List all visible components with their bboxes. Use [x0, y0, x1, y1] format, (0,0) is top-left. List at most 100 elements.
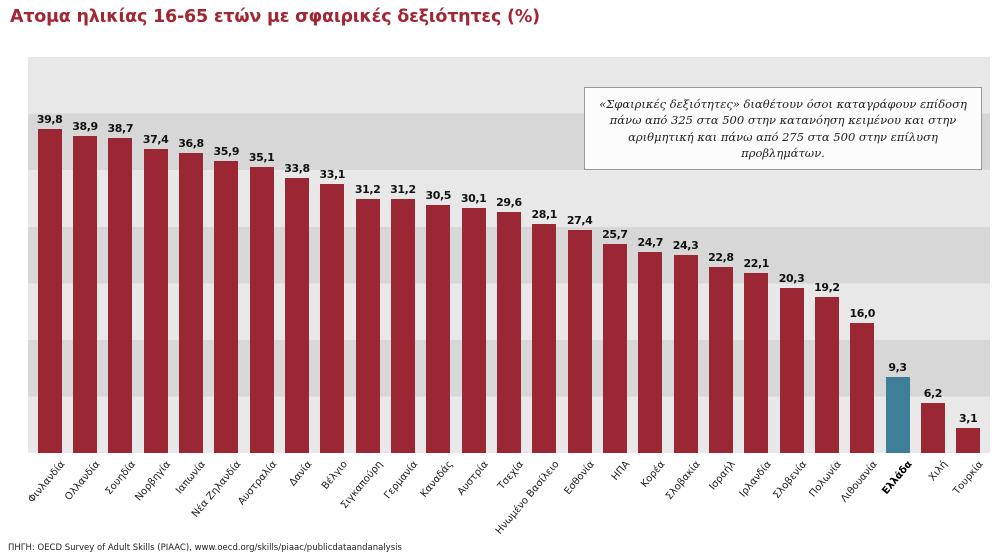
x-label-cell: Νέα Ζηλανδία [190, 456, 244, 528]
x-label: Εσθονία [562, 459, 598, 498]
bar [602, 244, 627, 453]
x-label-cell: Νορβηγία [133, 456, 173, 528]
bar [37, 129, 62, 453]
bar [532, 224, 557, 453]
bar [461, 208, 486, 453]
x-label: Γερμανία [382, 459, 421, 502]
bar-cell: 31,2 [385, 183, 420, 453]
x-label-cell: Σλοβενία [771, 456, 809, 528]
bar-value-label: 6,2 [923, 387, 943, 400]
bar-cell: 30,5 [421, 189, 456, 453]
bar-cell: 35,9 [209, 145, 244, 453]
bar-cell: 9,3 [880, 361, 915, 453]
bar [920, 403, 945, 453]
x-label: Ιρλανδία [737, 459, 774, 500]
x-label: Βέλγιο [319, 459, 350, 492]
bar [284, 178, 309, 453]
bar-value-label: 33,1 [319, 168, 346, 181]
bar [390, 199, 415, 453]
x-label-cell: Λιθουανία [839, 456, 880, 528]
bar [814, 297, 839, 453]
bar-value-label: 29,6 [496, 196, 522, 209]
bar [496, 212, 521, 453]
bar-value-label: 36,8 [178, 137, 204, 150]
bar-cell: 25,7 [597, 228, 632, 453]
bar-cell: 24,3 [668, 239, 703, 453]
bar [779, 288, 804, 453]
x-label: Κορέα [639, 459, 668, 490]
x-label: Σλοβενία [771, 459, 809, 502]
bar-cell: 31,2 [350, 183, 385, 453]
bar-cell: 33,1 [315, 168, 350, 453]
x-label-cell: Χιλή [915, 456, 950, 528]
x-label: Σουηδία [103, 459, 138, 498]
x-label-cell: Αυστρία [456, 456, 491, 528]
x-label: Ελλάδα [880, 459, 915, 497]
bar-cell: 33,8 [279, 162, 314, 453]
bar-value-label: 38,9 [72, 120, 98, 133]
x-label: Αυστρία [456, 459, 492, 498]
x-label-cell: Τουρκία [951, 456, 986, 528]
bar-value-label: 31,2 [354, 183, 381, 196]
x-label-cell: Ελλάδα [880, 456, 915, 528]
bar [708, 267, 733, 453]
bar [956, 428, 981, 453]
x-label-cell: Ηνωμένο Βασίλειο [494, 456, 562, 537]
x-label: ΗΠΑ [609, 459, 633, 483]
bar [638, 252, 663, 453]
annotation-box: «Σφαιρικές δεξιότητες» διαθέτουν όσοι κα… [584, 87, 982, 171]
bar [108, 138, 133, 453]
bar-cell: 20,3 [774, 272, 809, 453]
bar-value-label: 27,4 [566, 214, 593, 227]
bar-value-label: 39,8 [36, 113, 63, 126]
x-label-cell: Ισραήλ [703, 456, 739, 528]
bar-value-label: 16,0 [849, 307, 875, 320]
x-label-cell: Πολωνία [808, 456, 844, 528]
bar [320, 184, 345, 453]
bar-value-label: 37,4 [142, 133, 169, 146]
bar [72, 136, 97, 453]
bar-cell: 30,1 [456, 192, 491, 453]
bar-value-label: 3,1 [959, 412, 978, 425]
bar-cell: 27,4 [562, 214, 597, 453]
bar-value-label: 28,1 [531, 208, 558, 221]
bar-value-label: 24,7 [637, 236, 664, 249]
bar-value-label: 20,3 [778, 272, 805, 285]
bar-cell: 39,8 [32, 113, 67, 453]
x-label: Σλοβακία [664, 459, 704, 503]
x-label-cell: Σουηδία [103, 456, 138, 528]
bar-value-label: 35,1 [248, 151, 275, 164]
bar-cell: 19,2 [809, 281, 844, 453]
annotation-text: «Σφαιρικές δεξιότητες» διαθέτουν όσοι κα… [599, 97, 967, 160]
bar [673, 255, 698, 453]
bar-cell: 3,1 [951, 412, 986, 453]
x-label: Τσεχία [496, 459, 527, 492]
bar-cell: 6,2 [915, 387, 950, 453]
x-label-cell: Ιαπωνία [173, 456, 209, 528]
x-label-cell: Ολλανδία [63, 456, 102, 528]
x-label-cell: Δανία [279, 456, 314, 528]
x-label: Φινλανδία [25, 459, 68, 506]
bar-cell: 37,4 [138, 133, 173, 453]
bar-cell: 22,8 [703, 251, 738, 453]
bar-cell: 24,7 [633, 236, 668, 453]
x-label-cell: Εσθονία [562, 456, 597, 528]
x-label: Καναδάς [419, 459, 456, 500]
x-label-cell: Φινλανδία [26, 456, 67, 528]
x-label: Νορβηγία [133, 459, 174, 504]
bar [744, 273, 769, 453]
bar-cell: 22,1 [739, 257, 774, 453]
x-label-cell: ΗΠΑ [597, 456, 632, 528]
bar-value-label: 22,1 [743, 257, 769, 270]
bar-cell: 29,6 [491, 196, 526, 453]
bar-value-label: 35,9 [213, 145, 240, 158]
x-label-cell: Σιγκαπούρη [339, 456, 385, 528]
bar [143, 149, 168, 453]
x-label-cell: Ιρλανδία [737, 456, 774, 528]
bar-value-label: 31,2 [390, 183, 416, 196]
bar-cell: 36,8 [173, 137, 208, 453]
plot-area: 39,8 38,9 38,7 37,4 36,8 35,9 35,1 33,8 33,1 31,2… [28, 57, 990, 453]
bar [214, 161, 239, 453]
bar-highlight [885, 377, 910, 453]
